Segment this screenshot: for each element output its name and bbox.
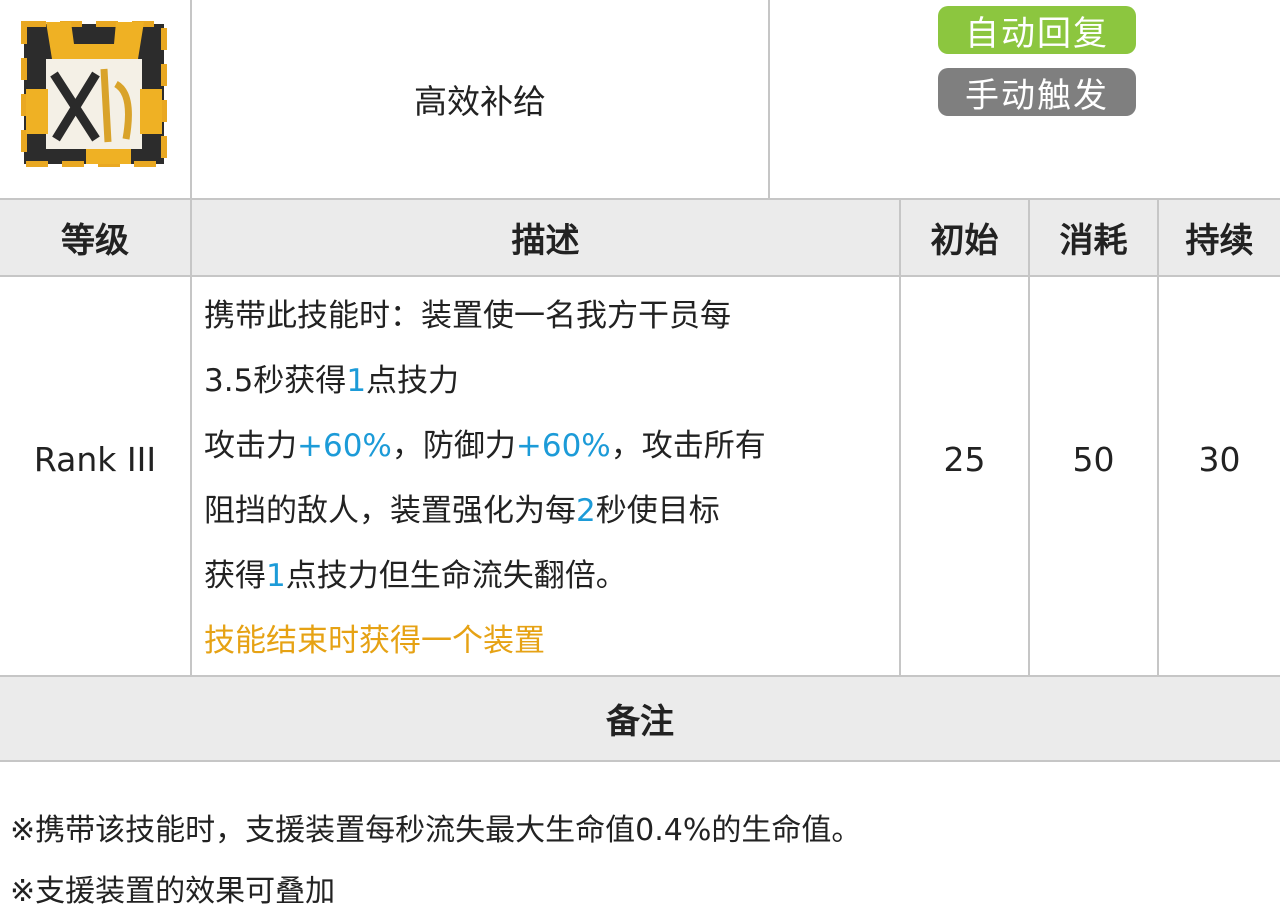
header-level: 等级 xyxy=(61,221,129,261)
note-item: ※支援装置的效果可叠加 xyxy=(10,874,336,909)
desc-line: 携带此技能时：装置使一名我方干员每 xyxy=(204,298,731,334)
table-header-row xyxy=(0,200,1280,275)
auto-recovery-badge: 自动回复 xyxy=(938,6,1136,54)
initial-sp: 25 xyxy=(943,440,986,479)
rank-cell: Rank III xyxy=(33,440,157,479)
notes-header-row xyxy=(0,677,1280,760)
skill-name: 高效补给 xyxy=(414,82,546,121)
header-cost: 消耗 xyxy=(1059,221,1128,261)
duration: 30 xyxy=(1198,440,1241,479)
desc-line: 阻挡的敌人，装置强化为每2秒使目标 xyxy=(204,493,720,529)
note-item: ※携带该技能时，支援装置每秒流失最大生命值0.4%的生命值。 xyxy=(10,813,862,848)
manual-trigger-badge: 手动触发 xyxy=(938,68,1136,116)
sp-cost: 50 xyxy=(1072,440,1115,479)
desc-line: 3.5秒获得1点技力 xyxy=(204,363,460,399)
header-duration: 持续 xyxy=(1185,221,1254,261)
notes-title: 备注 xyxy=(606,702,674,742)
header-initial: 初始 xyxy=(930,221,999,261)
desc-line: 攻击力+60%，防御力+60%，攻击所有 xyxy=(204,428,766,464)
supply-device-skill-icon xyxy=(16,14,172,170)
header-description: 描述 xyxy=(511,221,580,261)
desc-line: 获得1点技力但生命流失翻倍。 xyxy=(204,558,627,594)
desc-line-end-effect: 技能结束时获得一个装置 xyxy=(204,623,545,659)
description-cell: 携带此技能时：装置使一名我方干员每 3.5秒获得1点技力 攻击力+60%，防御力… xyxy=(204,284,894,674)
